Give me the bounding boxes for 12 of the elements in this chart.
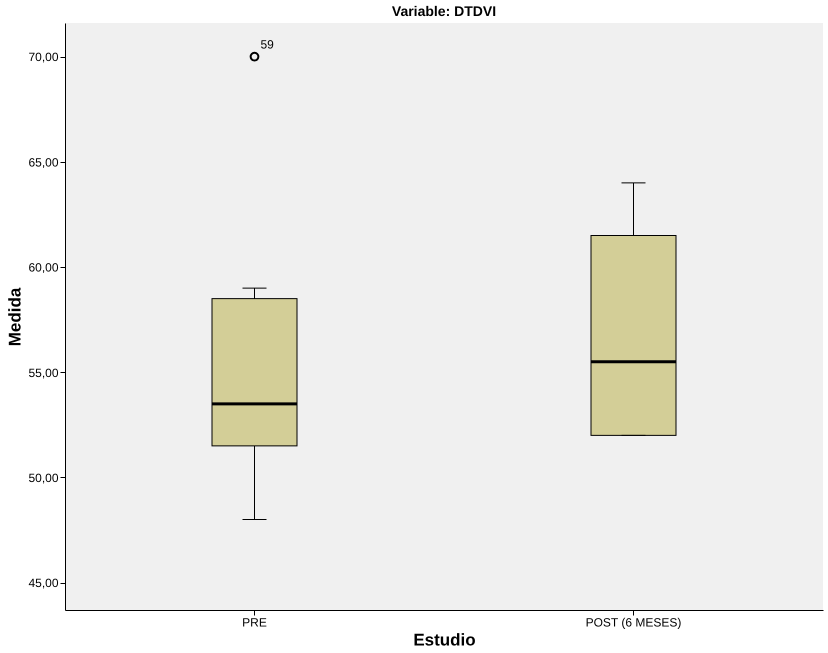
y-tick-label: 60,00: [28, 260, 59, 275]
y-tick-label: 50,00: [28, 470, 59, 485]
chart-title: Variable: DTDVI: [392, 3, 496, 19]
annotation: 59: [260, 38, 274, 52]
y-tick-label: 45,00: [28, 576, 59, 590]
y-axis-title: Medida: [5, 287, 24, 346]
y-tick-label: 70,00: [28, 50, 59, 64]
x-axis-title: Estudio: [413, 630, 476, 650]
y-tick-label: 55,00: [28, 366, 59, 380]
y-tick-label: 65,00: [28, 155, 59, 170]
x-tick-label: PRE: [242, 616, 267, 630]
x-tick-label: POST (6 MESES): [586, 616, 682, 630]
